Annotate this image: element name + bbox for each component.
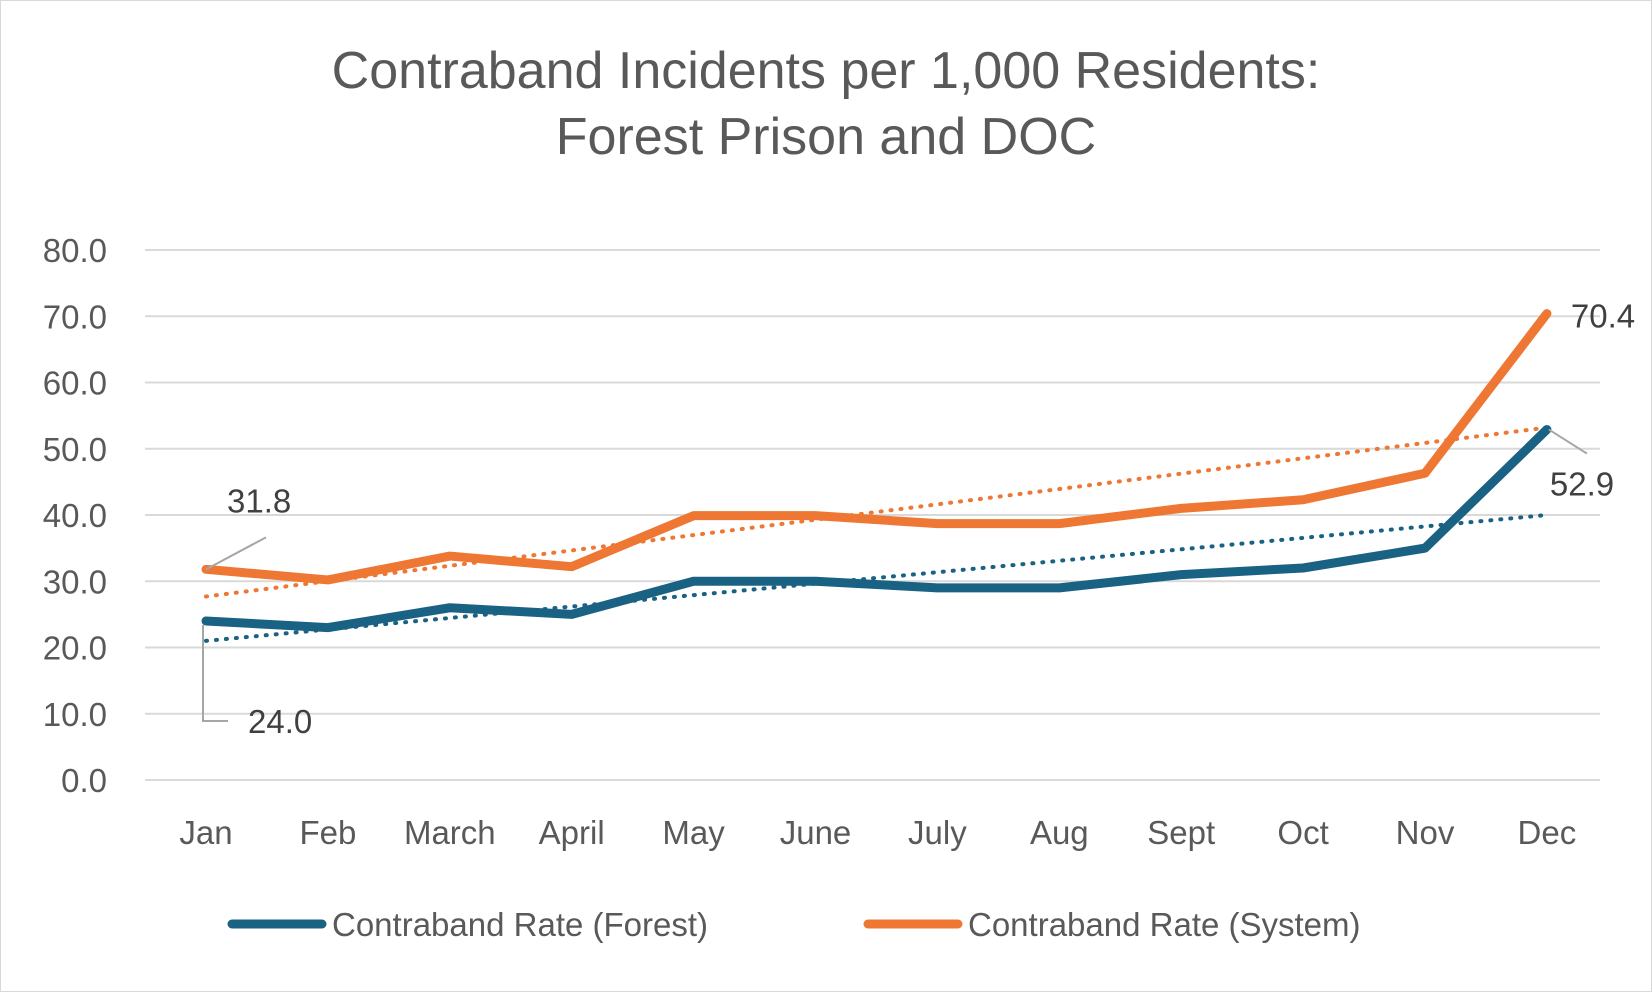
y-tick-label: 30.0 (43, 563, 107, 600)
data-point (1055, 583, 1064, 592)
data-point (445, 552, 454, 561)
data-point (1299, 495, 1308, 504)
y-tick-label: 40.0 (43, 497, 107, 534)
data-point (1542, 309, 1551, 318)
data-point (1177, 570, 1186, 579)
x-tick-label: May (662, 814, 725, 851)
data-label-leader (205, 536, 267, 571)
data-label: 70.4 (1571, 298, 1635, 335)
x-tick-label: Sept (1147, 814, 1215, 851)
y-tick-label: 0.0 (61, 762, 107, 799)
data-point (1055, 519, 1064, 528)
data-point (689, 577, 698, 586)
x-tick-label: June (780, 814, 852, 851)
x-tick-label: Aug (1030, 814, 1089, 851)
data-point (933, 583, 942, 592)
y-tick-label: 80.0 (43, 232, 107, 269)
x-tick-label: Feb (299, 814, 356, 851)
x-tick-label: July (908, 814, 967, 851)
x-tick-label: April (539, 814, 605, 851)
data-label: 31.8 (227, 482, 291, 519)
x-tick-label: March (404, 814, 496, 851)
data-point (567, 562, 576, 571)
data-label-leader (202, 625, 228, 722)
data-point (811, 511, 820, 520)
data-labels: 31.8 24.0 70.4 52.9 (202, 298, 1635, 740)
x-tick-label: Nov (1396, 814, 1455, 851)
data-point (445, 603, 454, 612)
x-tick-label: Oct (1277, 814, 1328, 851)
data-point (1421, 469, 1429, 478)
data-label-leader (1548, 428, 1588, 455)
data-point (933, 519, 942, 528)
data-point (1421, 544, 1429, 553)
data-point (202, 617, 210, 625)
data-label: 24.0 (248, 703, 312, 740)
x-tick-label: Jan (179, 814, 232, 851)
trendlines (204, 425, 1549, 643)
data-point (1299, 564, 1308, 572)
data-point (811, 577, 820, 586)
data-label: 52.9 (1550, 466, 1614, 503)
y-axis-tick-labels: 0.0 10.0 20.0 30.0 40.0 50.0 60.0 70.0 80.0 (43, 232, 107, 799)
x-tick-label: Dec (1518, 814, 1577, 851)
series-line-2 (201, 309, 1552, 585)
chart-title-line-1: Contraband Incidents per 1,000 Residents… (331, 42, 1321, 100)
data-point (567, 610, 576, 619)
series-line-1 (201, 425, 1552, 633)
legend-label-series-2: Contraband Rate (System) (968, 906, 1361, 943)
data-point (1177, 504, 1186, 513)
y-tick-label: 60.0 (43, 365, 107, 402)
x-axis-tick-labels: Jan Feb March April May June July Aug Sept Oct Nov… (179, 814, 1576, 851)
y-tick-label: 50.0 (43, 431, 107, 468)
y-tick-label: 70.0 (43, 298, 107, 335)
y-tick-label: 20.0 (43, 630, 107, 667)
chart-title-line-2: Forest Prison and DOC (555, 108, 1097, 166)
legend-label-series-1: Contraband Rate (Forest) (332, 906, 708, 943)
y-tick-label: 10.0 (43, 696, 107, 733)
data-point (689, 511, 698, 520)
trendline-series-2 (204, 425, 1549, 599)
series-lines (201, 309, 1552, 633)
legend: Contraband Rate (Forest) Contraband Rate … (227, 906, 1361, 943)
data-point (323, 575, 332, 584)
trendline-series-1 (204, 513, 1549, 643)
data-point (1542, 425, 1551, 434)
data-point (323, 623, 332, 632)
chart-title: Contraband Incidents per 1,000 Residents… (0, 38, 1652, 170)
